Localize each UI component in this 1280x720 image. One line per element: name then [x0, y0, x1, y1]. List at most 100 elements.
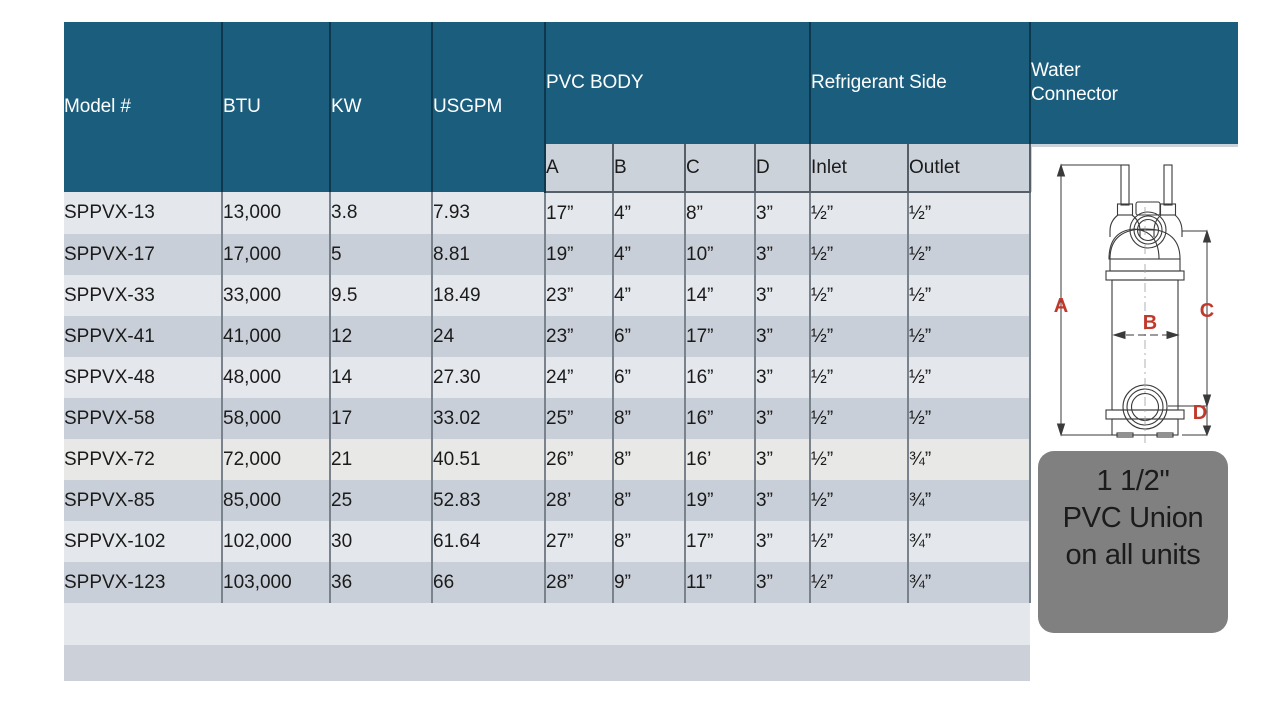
cell-kw: 36 — [330, 562, 433, 603]
cell-b: 8” — [613, 439, 686, 480]
table-row: SPPVX-123 103,000 36 66 28” 9” 11” 3” ½” ¾” — [64, 562, 1238, 603]
cell-inlet: ½” — [810, 192, 910, 234]
cell-model: SPPVX-13 — [64, 192, 223, 234]
cell-b: 9” — [613, 562, 686, 603]
subheader-inlet: Inlet — [810, 144, 910, 193]
cell-b: 6” — [613, 316, 686, 357]
cell-d: 3” — [755, 316, 812, 357]
cell-c: 11” — [685, 562, 756, 603]
cell-usgpm: 27.30 — [432, 357, 546, 398]
pvc-union-note-line1: 1 1/2" — [1096, 465, 1170, 497]
cell-btu: 85,000 — [222, 480, 331, 521]
cell-model: SPPVX-33 — [64, 275, 223, 316]
cell-btu: 41,000 — [222, 316, 331, 357]
cell-usgpm: 18.49 — [432, 275, 546, 316]
cell-outlet: ¾” — [908, 562, 1032, 603]
cell-d: 3” — [755, 192, 812, 234]
filler-row-light — [64, 603, 1238, 645]
cell-inlet: ½” — [810, 316, 910, 357]
pvc-union-note: 1 1/2" PVC Union on all units — [1038, 451, 1228, 633]
cell-outlet: ½” — [908, 357, 1032, 398]
table-row: SPPVX-33 33,000 9.5 18.49 23” 4” 14” 3” ½” ½” — [64, 275, 1238, 316]
dimension-label-b: B — [1143, 312, 1157, 334]
cell-btu: 102,000 — [222, 521, 331, 562]
cell-model: SPPVX-17 — [64, 234, 223, 275]
cell-d: 3” — [755, 480, 812, 521]
cell-a: 23” — [545, 316, 614, 357]
cell-c: 14” — [685, 275, 756, 316]
cell-kw: 12 — [330, 316, 433, 357]
cell-c: 16’ — [685, 439, 756, 480]
cell-d: 3” — [755, 398, 812, 439]
dimension-d — [1182, 406, 1212, 437]
header-model: Model # — [64, 22, 223, 192]
pvc-union-note-line3: on all units — [1065, 539, 1201, 572]
cell-usgpm: 7.93 — [432, 192, 546, 234]
dimension-label-a: A — [1054, 295, 1068, 317]
cell-d: 3” — [755, 357, 812, 398]
cell-model: SPPVX-58 — [64, 398, 223, 439]
header-btu: BTU — [222, 22, 331, 192]
specifications-table: Model # BTU KW USGPM PVC BODY Refrigeran… — [64, 22, 1239, 681]
cell-a: 27” — [545, 521, 614, 562]
cell-a: 24” — [545, 357, 614, 398]
table-row: SPPVX-13 13,000 3.8 7.93 17” 4” 8” 3” ½” ½” — [64, 192, 1238, 234]
subheader-b: B — [613, 144, 686, 193]
cell-usgpm: 52.83 — [432, 480, 546, 521]
header-water-connector: Water Connector — [1030, 22, 1239, 144]
cell-inlet: ½” — [810, 562, 910, 603]
table-body: SPPVX-13 13,000 3.8 7.93 17” 4” 8” 3” ½” ½” SPPVX-… — [64, 192, 1238, 603]
cell-outlet: ¾” — [908, 521, 1032, 562]
cell-c: 16” — [685, 398, 756, 439]
header-usgpm: USGPM — [432, 22, 546, 192]
cell-model: SPPVX-123 — [64, 562, 223, 603]
cell-outlet: ½” — [908, 398, 1032, 439]
cell-outlet: ¾” — [908, 480, 1032, 521]
cell-outlet: ¾” — [908, 439, 1032, 480]
cell-b: 8” — [613, 480, 686, 521]
pvc-union-note-line2: PVC Union — [1062, 502, 1204, 535]
cell-b: 6” — [613, 357, 686, 398]
cell-kw: 3.8 — [330, 192, 433, 234]
table-row: SPPVX-58 58,000 17 33.02 25” 8” 16” 3” ½” ½” — [64, 398, 1238, 439]
header-water-connector-line2: Connector — [1031, 84, 1118, 105]
cell-btu: 33,000 — [222, 275, 331, 316]
cell-inlet: ½” — [810, 357, 910, 398]
cell-model: SPPVX-41 — [64, 316, 223, 357]
cell-kw: 5 — [330, 234, 433, 275]
cell-outlet: ½” — [908, 234, 1032, 275]
cell-b: 4” — [613, 234, 686, 275]
cell-btu: 103,000 — [222, 562, 331, 603]
cell-c: 8” — [685, 192, 756, 234]
cell-usgpm: 61.64 — [432, 521, 546, 562]
cell-inlet: ½” — [810, 480, 910, 521]
filler-light-cell — [64, 603, 1031, 645]
cell-d: 3” — [755, 275, 812, 316]
cell-a: 23” — [545, 275, 614, 316]
cell-kw: 21 — [330, 439, 433, 480]
cell-model: SPPVX-85 — [64, 480, 223, 521]
cell-usgpm: 66 — [432, 562, 546, 603]
subheader-c: C — [685, 144, 756, 193]
cell-d: 3” — [755, 562, 812, 603]
cell-b: 4” — [613, 192, 686, 234]
cell-c: 17” — [685, 316, 756, 357]
cell-usgpm: 8.81 — [432, 234, 546, 275]
cell-a: 28” — [545, 562, 614, 603]
cell-a: 17” — [545, 192, 614, 234]
cell-inlet: ½” — [810, 521, 910, 562]
dimension-label-c: C — [1200, 300, 1214, 322]
cell-kw: 25 — [330, 480, 433, 521]
cell-c: 10” — [685, 234, 756, 275]
cell-outlet: ½” — [908, 275, 1032, 316]
table-row: SPPVX-48 48,000 14 27.30 24” 6” 16” 3” ½” ½” — [64, 357, 1238, 398]
subheader-outlet: Outlet — [908, 144, 1032, 193]
subheader-d: D — [755, 144, 812, 193]
cell-btu: 13,000 — [222, 192, 331, 234]
cell-kw: 17 — [330, 398, 433, 439]
table-row: SPPVX-72 72,000 21 40.51 26” 8” 16’ 3” ½” ¾” — [64, 439, 1238, 480]
cell-kw: 30 — [330, 521, 433, 562]
cell-b: 8” — [613, 521, 686, 562]
header-refrigerant-side: Refrigerant Side — [810, 22, 1032, 144]
cell-b: 8” — [613, 398, 686, 439]
